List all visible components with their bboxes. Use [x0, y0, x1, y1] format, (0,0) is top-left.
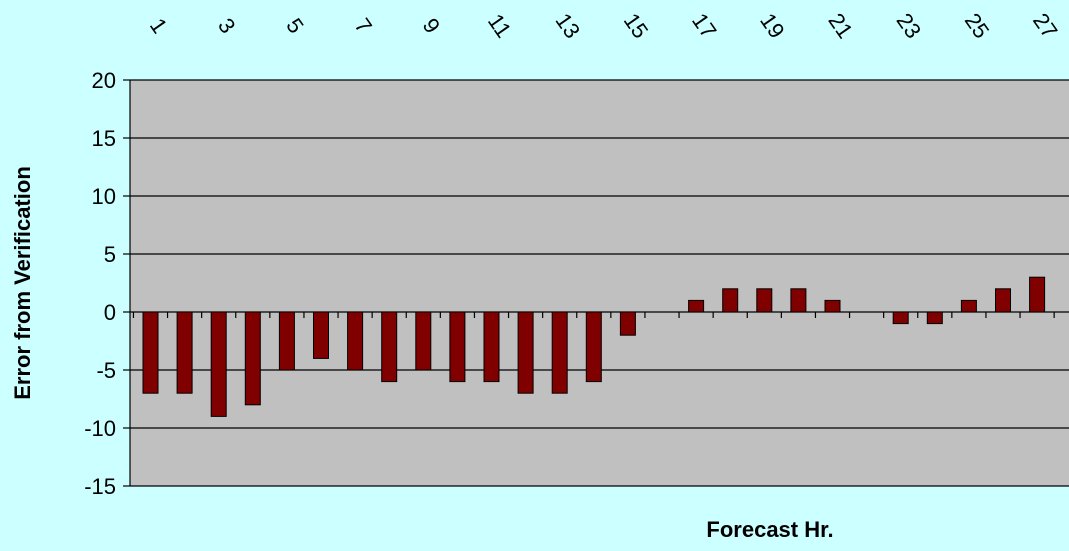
- x-tick-label: 21: [823, 9, 858, 43]
- x-tick-label: 23: [892, 9, 927, 43]
- bar-hr-10: [449, 311, 466, 383]
- y-tick-label: 0: [104, 300, 116, 325]
- bar-hr-4: [244, 311, 261, 406]
- x-tick-label: 25: [960, 9, 995, 43]
- bar-hr-27: [1029, 276, 1046, 313]
- bar-hr-6: [313, 311, 329, 359]
- bar-hr-24: [926, 311, 943, 325]
- bar-hr-13: [551, 311, 568, 394]
- bar-hr-2: [176, 311, 193, 394]
- x-tick-labels: 1 3 5 7 9 11 13 15 17 19 21 23 25 27: [145, 9, 1063, 43]
- x-tick-label: 7: [349, 14, 377, 38]
- y-tick-label: -15: [84, 474, 116, 499]
- bar-hr-15: [619, 311, 636, 336]
- y-tick-labels: -15 -10 -5 0 5 10 15 20: [84, 68, 116, 499]
- bar-hr-14: [585, 311, 602, 383]
- x-axis-title: Forecast Hr.: [706, 517, 833, 542]
- bar-hr-19: [756, 288, 773, 313]
- bar-hr-1: [142, 311, 159, 394]
- y-tick-label: 15: [92, 126, 116, 151]
- bar-hr-12: [517, 311, 534, 394]
- bar-hr-7: [347, 311, 364, 371]
- bars: [142, 276, 1046, 417]
- bar-hr-11: [483, 311, 500, 383]
- x-tick-label: 19: [755, 9, 790, 43]
- bar-hr-17: [688, 299, 705, 313]
- x-tick-label: 9: [418, 14, 446, 38]
- y-axis-title: Error from Verification: [10, 166, 35, 400]
- x-tick-label: 15: [619, 9, 654, 43]
- y-tick-label: 5: [104, 242, 116, 267]
- bar-hr-8: [381, 311, 398, 383]
- bar-hr-3: [210, 311, 227, 417]
- x-tick-label: 5: [281, 14, 309, 38]
- bar-hr-23: [892, 311, 909, 325]
- y-tick-label: 20: [92, 68, 116, 93]
- y-tick-label: -5: [96, 358, 116, 383]
- x-tick-label: 1: [145, 14, 173, 38]
- axes: [123, 79, 1069, 487]
- y-tick-label: -10: [84, 416, 116, 441]
- bar-hr-18: [722, 288, 739, 313]
- bar-hr-25: [960, 299, 977, 313]
- y-tick-label: 10: [92, 184, 116, 209]
- x-tick-label: 11: [483, 9, 517, 42]
- bar-hr-21: [824, 299, 841, 313]
- bar-hr-9: [415, 311, 432, 371]
- bar-hr-26: [995, 288, 1011, 313]
- x-tick-label: 17: [687, 9, 722, 43]
- x-tick-label: 13: [551, 9, 586, 43]
- bar-hr-20: [790, 288, 807, 313]
- x-tick-label: 27: [1028, 9, 1063, 43]
- x-tick-label: 3: [213, 14, 241, 38]
- bar-hr-5: [278, 311, 295, 371]
- plot-area: [130, 80, 1069, 486]
